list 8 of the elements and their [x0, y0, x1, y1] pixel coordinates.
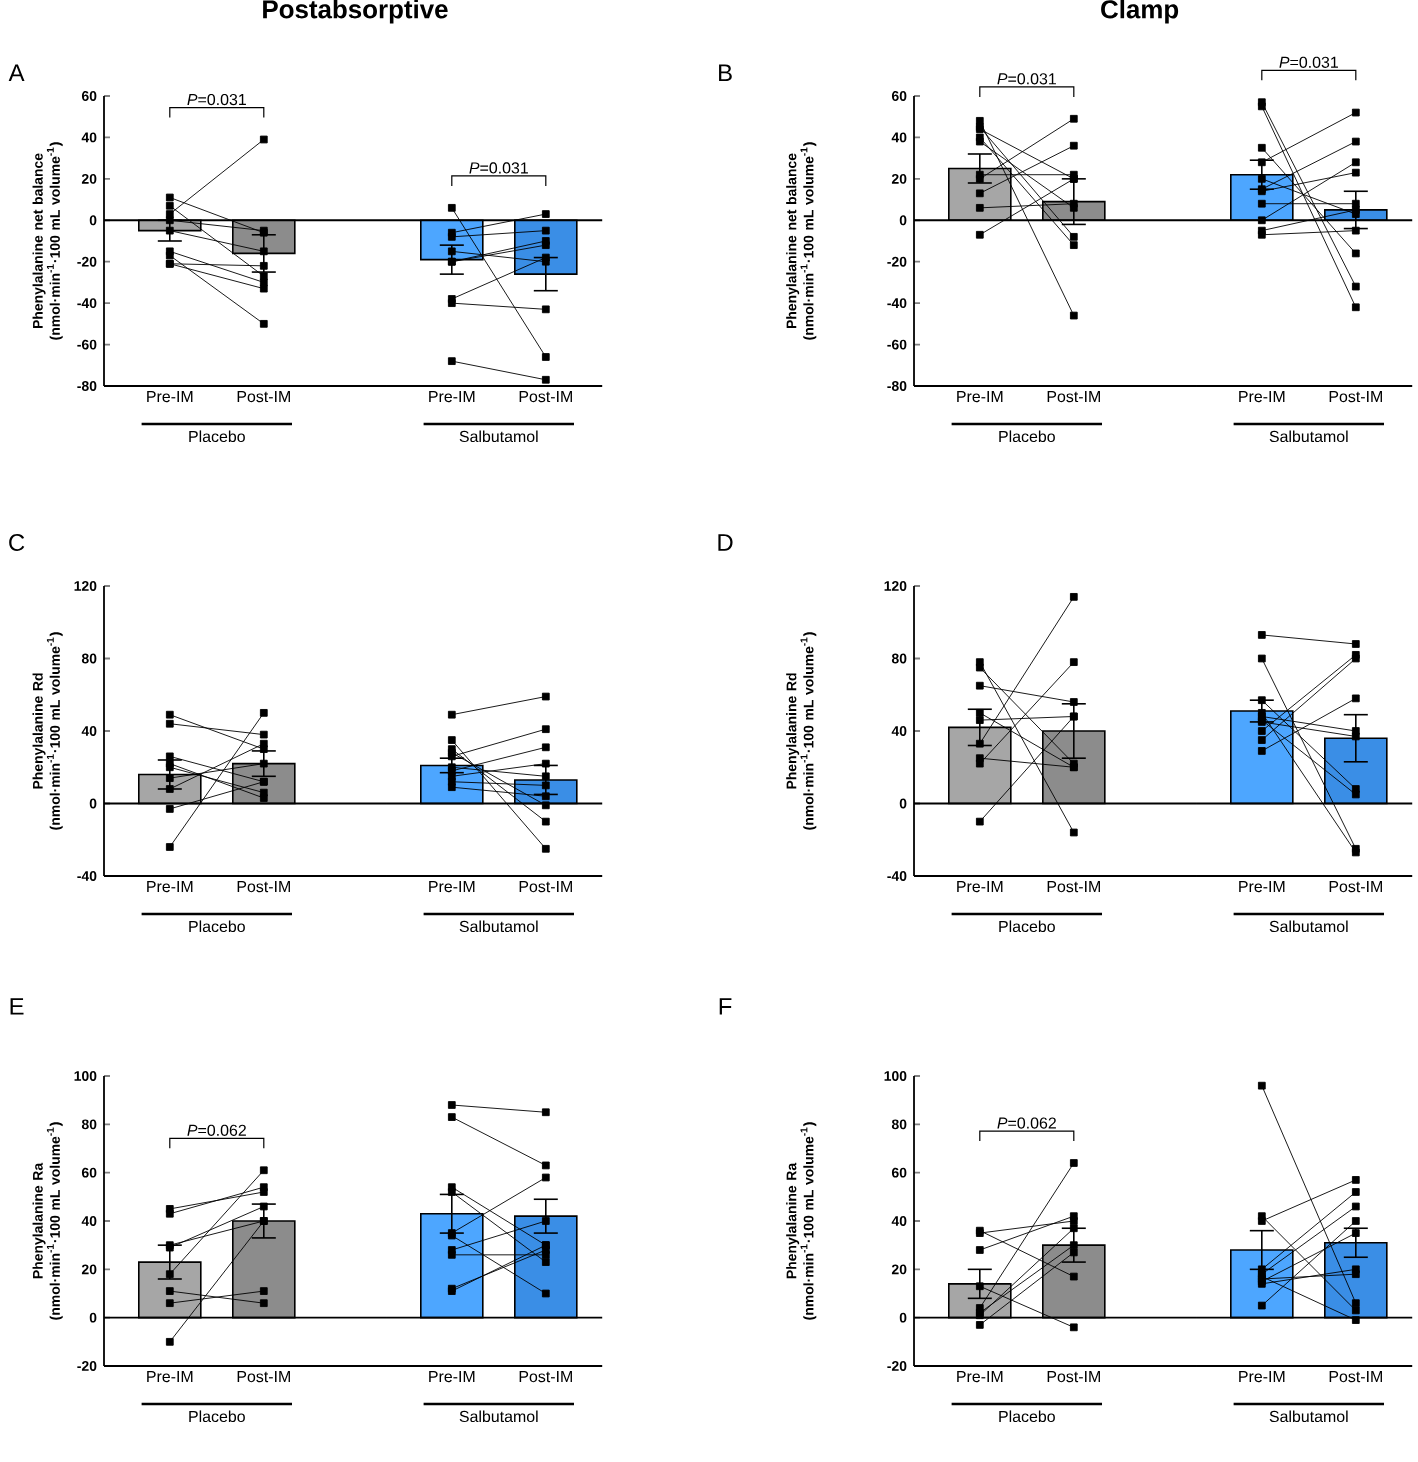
chart-title: Clamp	[1101, 0, 1179, 24]
text: B	[719, 64, 732, 82]
text: F	[719, 998, 732, 1015]
chart-title: Postabsorptive	[263, 0, 448, 24]
text: D	[718, 534, 733, 551]
text: E	[10, 998, 24, 1015]
text: A	[8, 64, 25, 82]
text: C	[9, 534, 25, 551]
